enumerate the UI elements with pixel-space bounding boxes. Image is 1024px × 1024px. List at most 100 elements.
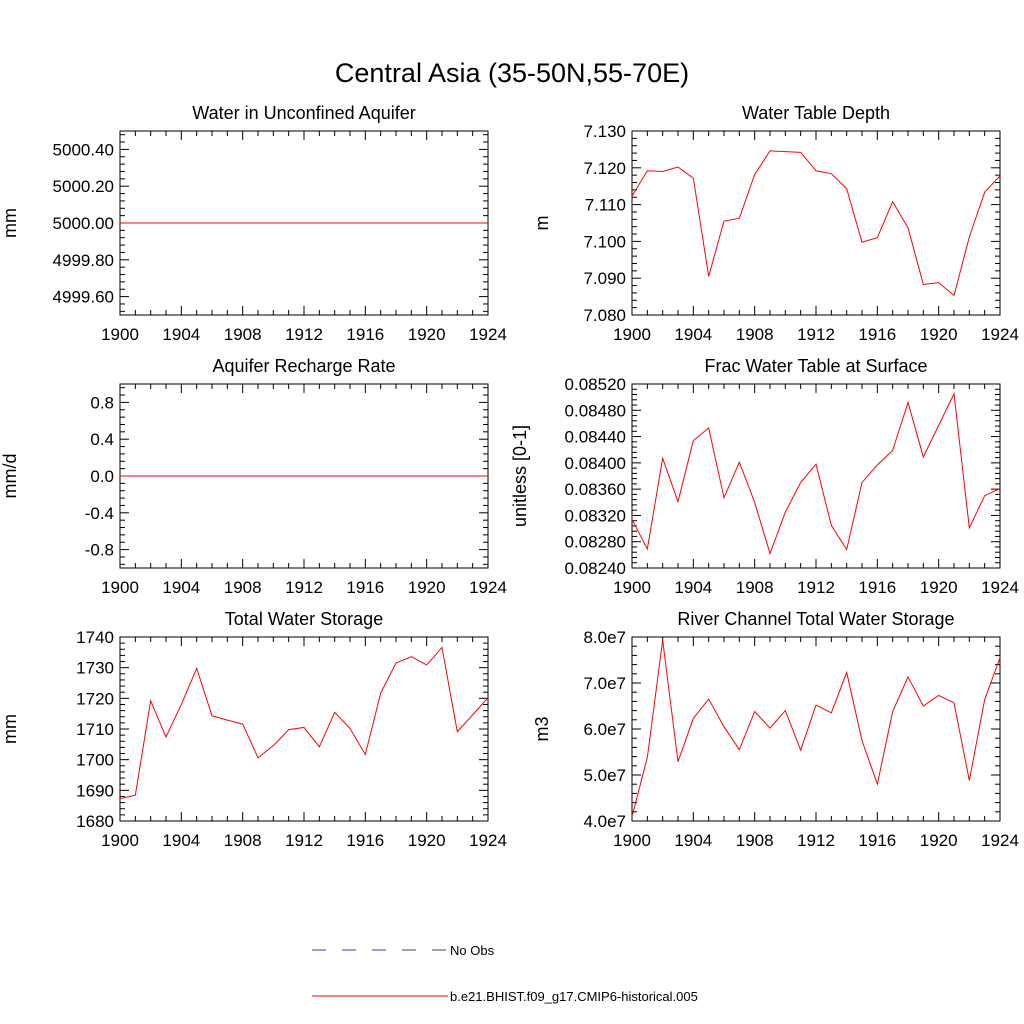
y-axis-label: mm/d (0, 454, 20, 499)
x-tick-label: 1920 (408, 578, 446, 597)
plot-frame (119, 636, 489, 822)
y-tick-label: 5000.20 (53, 177, 114, 196)
panel-title: River Channel Total Water Storage (677, 609, 954, 629)
y-axis-label: unitless [0-1] (510, 425, 530, 527)
panel-title: Water Table Depth (742, 103, 890, 123)
panel-3: Aquifer Recharge Rate 1900 1904 1908 1912 191… (0, 356, 507, 597)
panel-2: Water Table Depth 1900 1904 1908 1912 1916 192… (532, 103, 1019, 344)
y-tick-label: 1710 (76, 720, 114, 739)
y-tick-label: 0.08480 (565, 401, 626, 420)
x-tick-label: 1912 (797, 578, 835, 597)
x-tick-label: 1916 (858, 831, 896, 850)
y-tick-label: 0.4 (90, 430, 114, 449)
x-tick-label: 1900 (613, 831, 651, 850)
legend: No Obs b.e21.BHIST.f09_g17.CMIP6-historic… (312, 943, 698, 1004)
x-tick-label: 1920 (920, 831, 958, 850)
y-tick-label: -0.8 (85, 541, 114, 560)
y-tick-label: 1700 (76, 751, 114, 770)
y-tick-label: 1720 (76, 689, 114, 708)
plot-frame (631, 636, 1001, 822)
x-tick-label: 1908 (736, 325, 774, 344)
x-tick-label: 1908 (224, 578, 262, 597)
x-tick-label: 1912 (285, 578, 323, 597)
y-tick-label: 7.080 (583, 306, 626, 325)
y-axis-label: m3 (532, 716, 552, 741)
x-tick-label: 1916 (858, 325, 896, 344)
y-tick-label: 7.120 (583, 159, 626, 178)
x-tick-label: 1908 (224, 325, 262, 344)
x-tick-label: 1924 (469, 325, 507, 344)
y-tick-label: 7.110 (585, 196, 626, 215)
y-tick-label: 8.0e7 (583, 628, 626, 647)
y-tick-label: -0.4 (85, 504, 114, 523)
y-tick-label: 7.090 (583, 269, 626, 288)
y-tick-label: 5000.00 (53, 214, 114, 233)
x-tick-label: 1900 (101, 325, 139, 344)
panels-group: Water in Unconfined Aquifer 1900 1904 1908 1… (0, 103, 1019, 850)
panel-title: Water in Unconfined Aquifer (192, 103, 415, 123)
x-tick-label: 1924 (981, 831, 1019, 850)
x-tick-label: 1924 (469, 578, 507, 597)
series-line (631, 392, 1001, 556)
x-tick-label: 1908 (736, 578, 774, 597)
figure-title: Central Asia (35-50N,55-70E) (335, 58, 689, 88)
y-tick-label: 4999.60 (53, 288, 114, 307)
x-tick-label: 1900 (101, 831, 139, 850)
y-tick-label: 0.8 (90, 393, 114, 412)
legend-label: No Obs (450, 943, 495, 958)
panel-title: Aquifer Recharge Rate (212, 356, 395, 376)
series-line (631, 640, 1001, 817)
x-tick-label: 1900 (613, 325, 651, 344)
panel-5: Total Water Storage 1900 1904 1908 1912 1916 1… (0, 609, 507, 850)
y-tick-label: 5000.40 (53, 140, 114, 159)
x-tick-label: 1900 (613, 578, 651, 597)
panel-6: River Channel Total Water Storage 1900 190… (532, 609, 1019, 850)
y-tick-label: 0.0 (90, 467, 114, 486)
x-tick-label: 1916 (346, 578, 384, 597)
x-tick-label: 1924 (981, 578, 1019, 597)
y-tick-label: 1730 (76, 659, 114, 678)
y-tick-label: 0.08280 (565, 533, 626, 552)
y-axis-label: mm (0, 714, 20, 744)
x-tick-label: 1900 (101, 578, 139, 597)
x-tick-label: 1924 (981, 325, 1019, 344)
y-axis-label: m (532, 216, 552, 231)
y-tick-label: 0.08520 (565, 375, 626, 394)
y-axis-label: mm (0, 208, 20, 238)
x-tick-label: 1920 (408, 325, 446, 344)
y-tick-label: 7.130 (583, 122, 626, 141)
y-tick-label: 0.08440 (565, 428, 626, 447)
y-tick-label: 0.08240 (565, 559, 626, 578)
panel-title: Frac Water Table at Surface (704, 356, 927, 376)
y-tick-label: 0.08360 (565, 480, 626, 499)
y-tick-label: 5.0e7 (583, 766, 626, 785)
x-tick-label: 1912 (285, 325, 323, 344)
panel-4: Frac Water Table at Surface 1900 1904 1908 1… (510, 356, 1019, 597)
series-line (631, 150, 1001, 297)
panel-title: Total Water Storage (225, 609, 383, 629)
y-tick-label: 6.0e7 (583, 720, 626, 739)
x-tick-label: 1908 (224, 831, 262, 850)
y-tick-label: 7.100 (583, 232, 626, 251)
x-tick-label: 1916 (346, 325, 384, 344)
x-tick-label: 1920 (408, 831, 446, 850)
x-tick-label: 1904 (162, 325, 200, 344)
y-tick-label: 0.08400 (565, 454, 626, 473)
x-tick-label: 1912 (797, 325, 835, 344)
y-tick-label: 7.0e7 (583, 674, 626, 693)
x-tick-label: 1920 (920, 578, 958, 597)
x-tick-label: 1904 (162, 578, 200, 597)
x-tick-label: 1924 (469, 831, 507, 850)
x-tick-label: 1904 (162, 831, 200, 850)
x-tick-label: 1912 (285, 831, 323, 850)
panel-1: Water in Unconfined Aquifer 1900 1904 1908 1… (0, 103, 507, 344)
x-tick-label: 1908 (736, 831, 774, 850)
y-tick-label: 1740 (76, 628, 114, 647)
legend-label: b.e21.BHIST.f09_g17.CMIP6-historical.005 (450, 989, 698, 1004)
plot-frame (631, 383, 1001, 569)
x-tick-label: 1916 (346, 831, 384, 850)
x-tick-label: 1912 (797, 831, 835, 850)
y-tick-label: 4999.80 (53, 251, 114, 270)
series-line (119, 646, 489, 800)
